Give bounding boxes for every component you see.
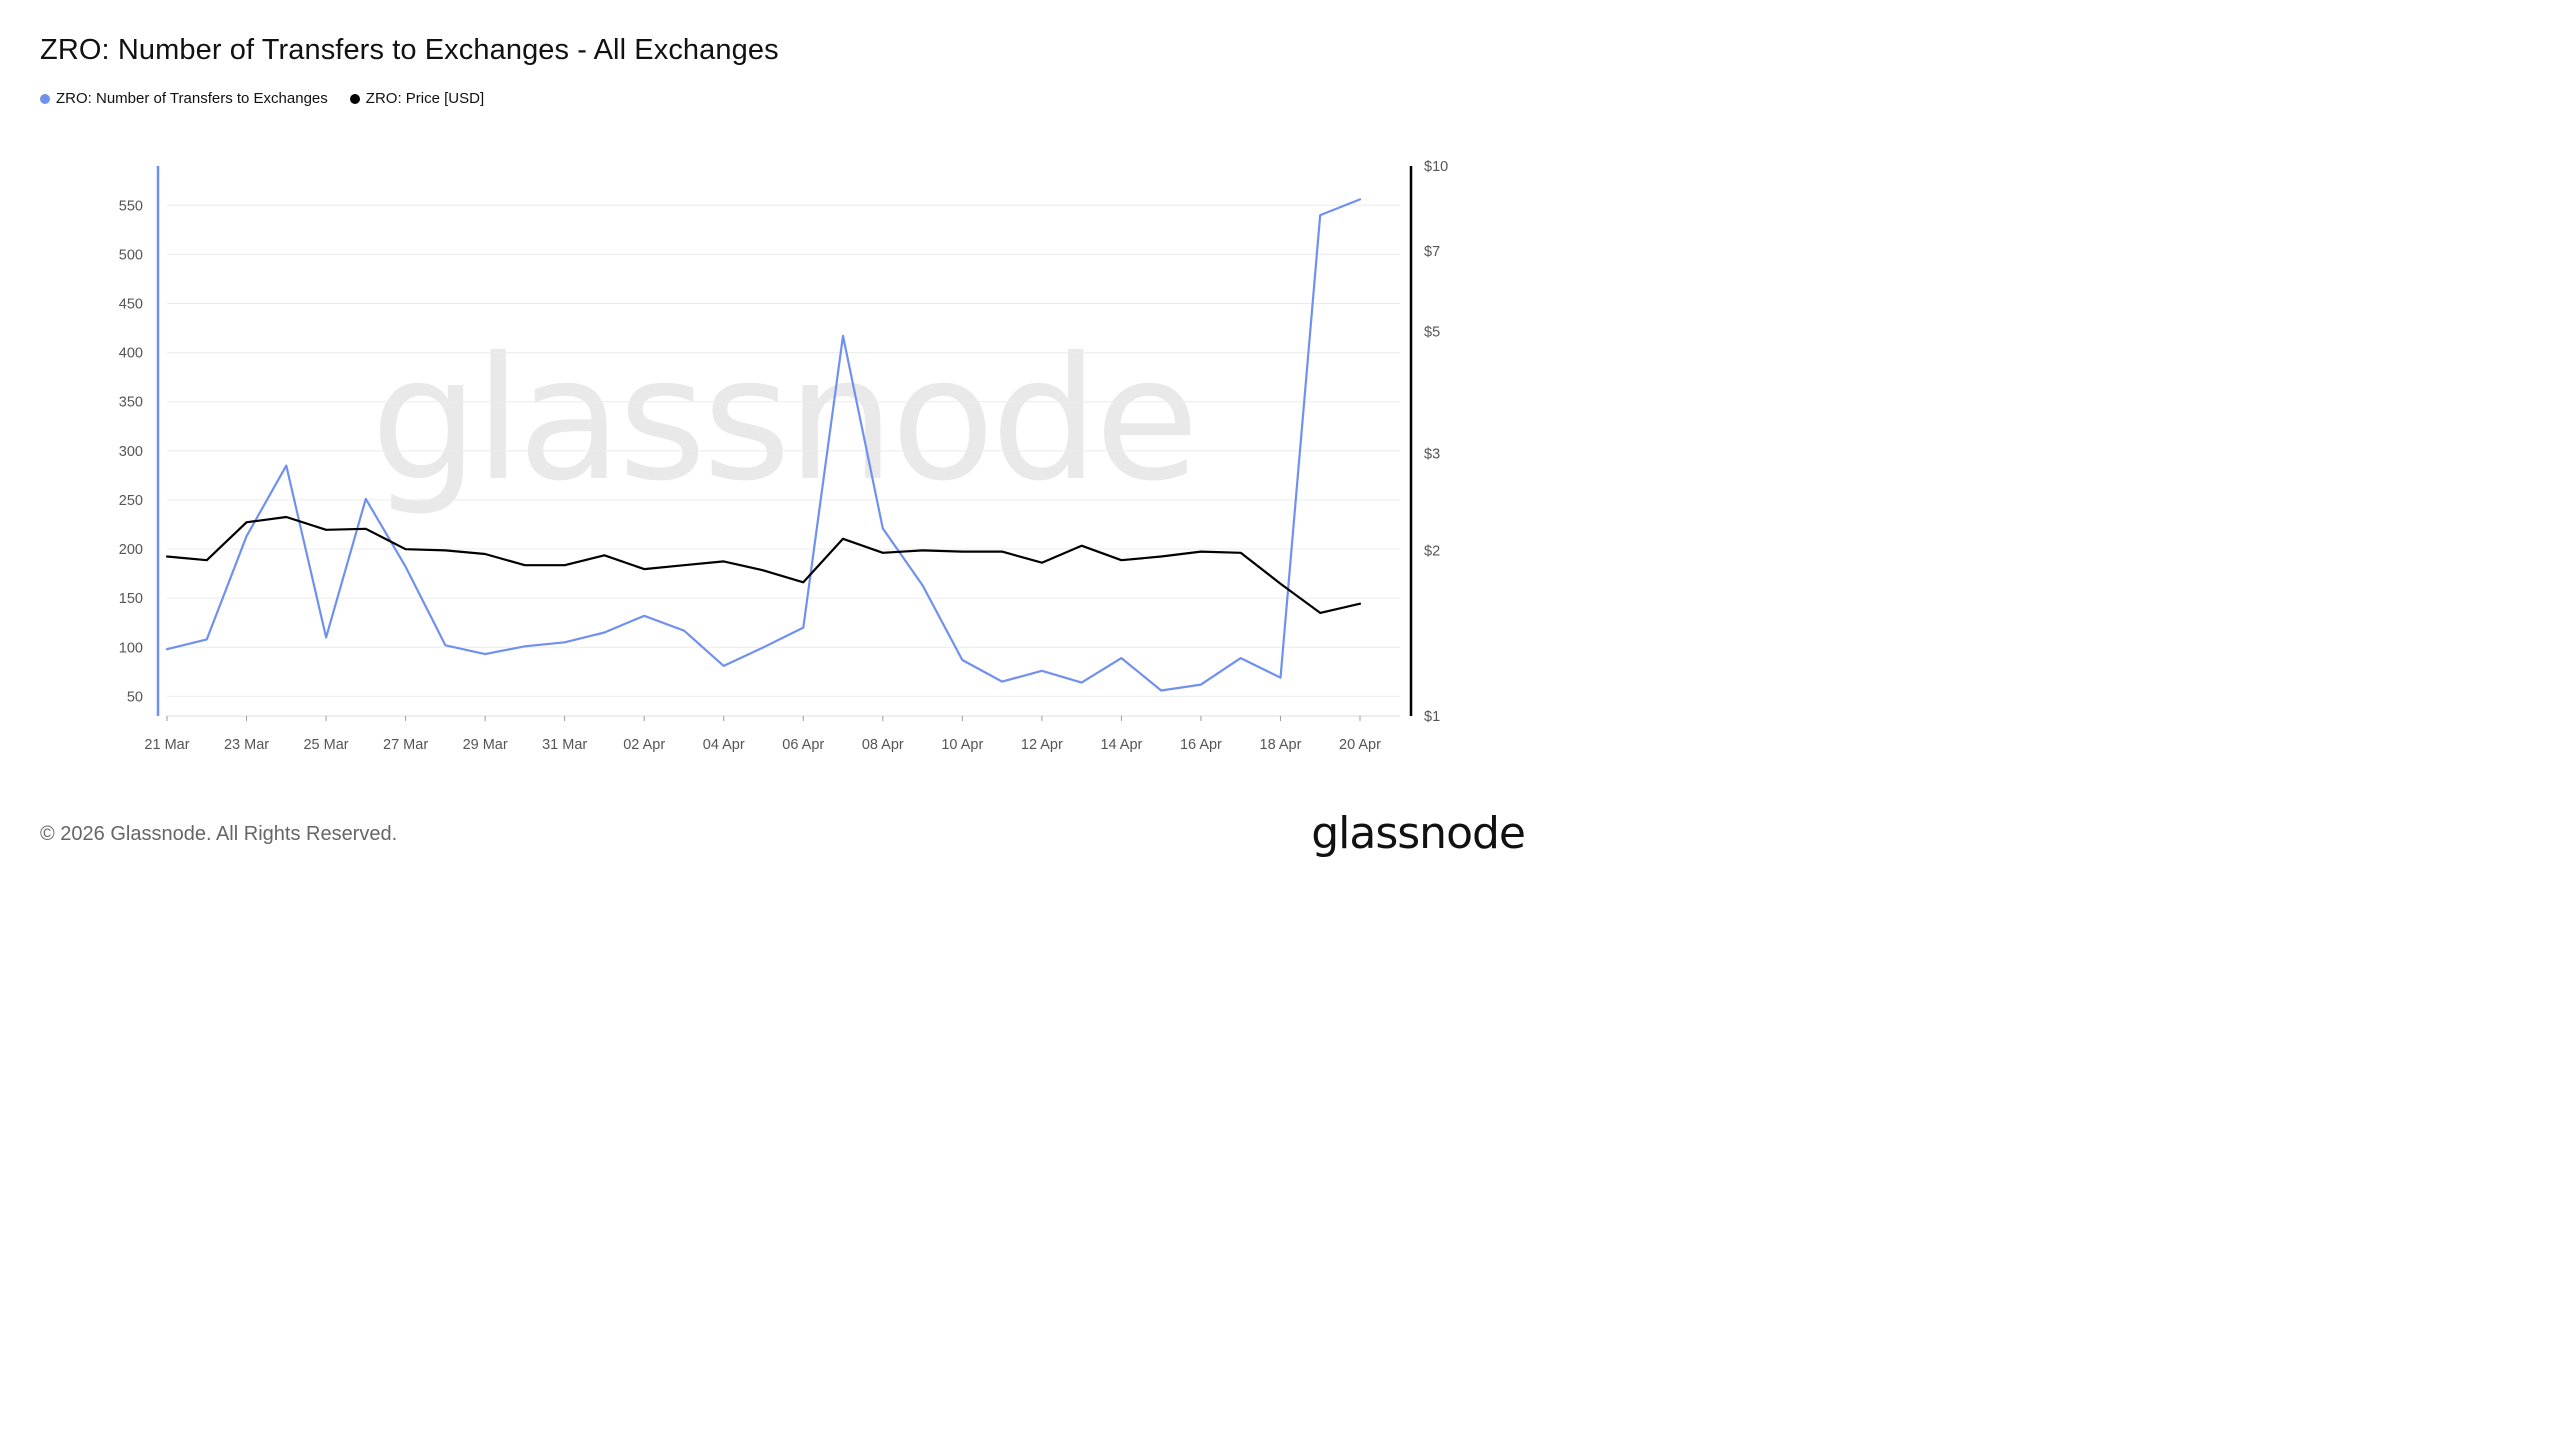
y-right-tick-label: $10 xyxy=(1424,159,1448,175)
copyright-footer: © 2026 Glassnode. All Rights Reserved. xyxy=(40,823,398,845)
y-left-tick-label: 300 xyxy=(119,444,143,460)
y-right-tick-label: $3 xyxy=(1424,447,1440,463)
x-tick-label: 31 Mar xyxy=(542,737,587,753)
x-tick-label: 29 Mar xyxy=(463,737,508,753)
x-tick-label: 04 Apr xyxy=(703,737,745,753)
y-left-tick-label: 200 xyxy=(119,542,143,558)
y-left-tick-label: 250 xyxy=(119,493,143,509)
left-axis: 50 100 150 200 250 300 350 400 450 500 550 xyxy=(119,166,160,716)
y-left-tick-label: 500 xyxy=(119,247,143,263)
watermark-text: glassnode xyxy=(371,321,1196,519)
series-layer xyxy=(165,198,1362,692)
series-line-transfers[interactable] xyxy=(165,198,1362,692)
series-line-price[interactable] xyxy=(165,515,1362,615)
right-axis: $1 $2 $3 $5 $7 $10 xyxy=(1409,159,1448,725)
y-right-tick-label: $2 xyxy=(1424,543,1440,559)
y-left-tick-label: 350 xyxy=(119,395,143,411)
legend-item-price[interactable]: ZRO: Price [USD] xyxy=(349,90,485,107)
x-tick-label: 12 Apr xyxy=(1021,737,1063,753)
glassnode-logo: glassnode xyxy=(1311,808,1526,859)
x-tick-label: 06 Apr xyxy=(782,737,824,753)
legend-label-price: ZRO: Price [USD] xyxy=(365,90,485,107)
gridlines xyxy=(167,204,1400,697)
legend-dot-price xyxy=(349,93,360,104)
y-left-tick-label: 150 xyxy=(119,591,143,607)
y-left-tick-label: 400 xyxy=(119,346,143,362)
x-tick-label: 08 Apr xyxy=(862,737,904,753)
legend-dot-transfers xyxy=(40,93,50,104)
x-tick-label: 14 Apr xyxy=(1100,737,1142,753)
legend: ZRO: Number of Transfers to Exchanges ZR… xyxy=(40,90,484,107)
y-right-tick-label: $7 xyxy=(1424,244,1440,260)
x-tick-label: 23 Mar xyxy=(224,737,269,753)
legend-label-transfers: ZRO: Number of Transfers to Exchanges xyxy=(56,90,328,107)
x-tick-label: 27 Mar xyxy=(383,737,428,753)
x-tick-label: 21 Mar xyxy=(144,737,189,753)
x-tick-label: 10 Apr xyxy=(941,737,983,753)
y-right-tick-label: $1 xyxy=(1424,709,1440,725)
chart-title: ZRO: Number of Transfers to Exchanges - … xyxy=(40,34,779,66)
x-axis: 21 Mar 23 Mar 25 Mar 27 Mar 29 Mar 31 Mar 02 A… xyxy=(144,715,1400,753)
legend-item-transfers[interactable]: ZRO: Number of Transfers to Exchanges xyxy=(40,90,328,107)
x-tick-label: 16 Apr xyxy=(1180,737,1222,753)
y-left-tick-label: 450 xyxy=(119,297,143,313)
y-left-tick-label: 550 xyxy=(119,198,143,214)
x-tick-label: 18 Apr xyxy=(1260,737,1302,753)
x-tick-label: 02 Apr xyxy=(623,737,665,753)
y-left-tick-label: 50 xyxy=(127,689,143,705)
x-tick-label: 20 Apr xyxy=(1339,737,1381,753)
y-left-tick-label: 100 xyxy=(119,640,143,656)
chart-canvas[interactable]: glassnode 501001502002503003504004505005… xyxy=(0,0,1545,800)
y-right-tick-label: $5 xyxy=(1424,325,1440,341)
x-tick-label: 25 Mar xyxy=(303,737,348,753)
